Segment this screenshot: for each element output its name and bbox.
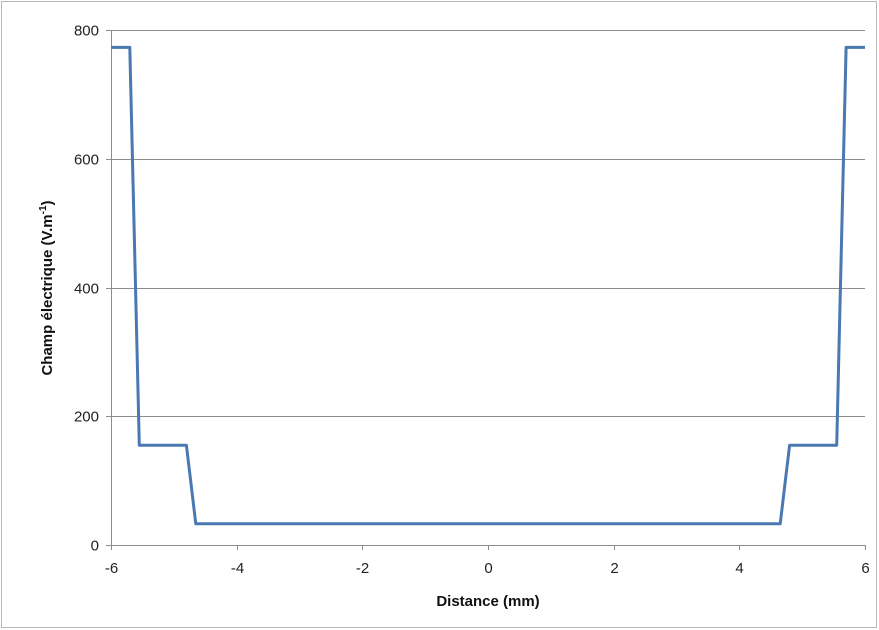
- y-tick-labels: 0 200 400 600 800: [74, 23, 99, 555]
- gridlines: [111, 30, 865, 417]
- y-axis-title: Champ électrique (V.m-1): [38, 200, 56, 375]
- y-tick-label: 600: [74, 152, 99, 169]
- y-axis-title-main: Champ électrique (V.m: [39, 214, 56, 375]
- y-tick-label: 400: [74, 281, 99, 298]
- x-tick-label: 4: [735, 560, 743, 577]
- y-tick-label: 800: [74, 23, 99, 40]
- y-axis-title-close: ): [39, 200, 56, 205]
- series-layer: [111, 45, 865, 526]
- x-axis-title: Distance (mm): [436, 593, 539, 610]
- series-line-0: [111, 45, 865, 526]
- y-tick-label: 200: [74, 409, 99, 426]
- axes: [106, 30, 866, 550]
- x-tick-label: 0: [484, 560, 492, 577]
- x-tick-label: -6: [105, 560, 118, 577]
- y-tick-label: 0: [91, 538, 99, 555]
- x-tick-labels: -6 -4 -2 0 2 4 6: [105, 560, 870, 577]
- x-tick-label: 2: [610, 560, 618, 577]
- x-tick-label: -4: [231, 560, 244, 577]
- x-tick-label: -2: [356, 560, 369, 577]
- x-tick-label: 6: [861, 560, 869, 577]
- y-axis-title-superscript: -1: [38, 205, 49, 214]
